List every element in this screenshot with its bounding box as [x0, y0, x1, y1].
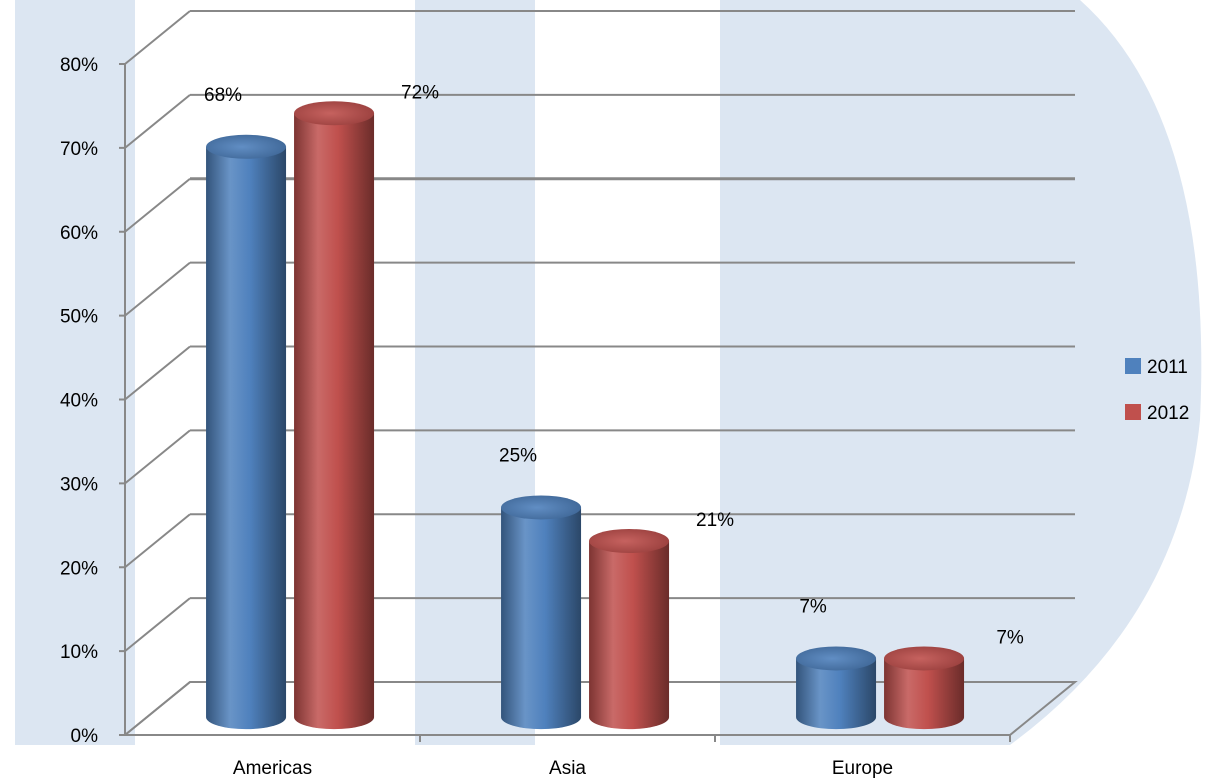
watermark-arc — [720, 0, 1202, 745]
x-axis-ticks: Americas Asia Europe — [233, 735, 1011, 779]
data-label: 7% — [996, 627, 1024, 648]
side-gridline — [124, 597, 191, 652]
bar-americas-2012 — [294, 101, 375, 730]
y-tick-label: 30% — [60, 474, 98, 495]
x-category-label: Europe — [832, 758, 893, 779]
x-category-label: Asia — [549, 758, 586, 779]
data-labels: 68% 72% 25% 21% 7% 7% — [204, 82, 1024, 648]
y-tick-label: 60% — [60, 223, 98, 244]
data-label: 21% — [696, 510, 734, 531]
side-gridline — [124, 177, 191, 233]
side-gridline — [124, 513, 191, 569]
legend: 2011 2012 — [1125, 357, 1189, 424]
bar-body — [796, 658, 877, 730]
data-label: 7% — [799, 596, 827, 617]
data-label: 72% — [401, 82, 439, 103]
bar-americas-2011 — [206, 134, 287, 730]
x-category-label: Americas — [233, 758, 312, 779]
bar-europe-2011 — [796, 646, 877, 730]
bars — [206, 101, 965, 730]
bar-asia-2011 — [501, 495, 582, 730]
bar-top — [589, 529, 670, 554]
bar-body — [884, 658, 965, 730]
bar-asia-2012 — [589, 529, 670, 730]
y-axis-ticks: 0% 10% 20% 30% 40% 50% 60% 70% 80% — [60, 55, 125, 747]
y-tick-label: 10% — [60, 642, 98, 663]
side-gridline — [124, 94, 191, 149]
side-gridline — [124, 681, 191, 736]
bar-top — [884, 646, 965, 671]
bar-body — [206, 146, 287, 730]
bar-top — [294, 101, 375, 126]
bar-top — [501, 495, 582, 520]
legend-label-2011: 2011 — [1147, 357, 1188, 378]
background-watermark — [15, 0, 1202, 745]
y-tick-label: 40% — [60, 391, 98, 412]
bar-body — [501, 507, 582, 730]
side-gridline — [124, 261, 191, 317]
y-tick-label: 20% — [60, 558, 98, 579]
data-label: 68% — [204, 85, 242, 106]
side-gridline — [124, 10, 191, 65]
y-tick-label: 70% — [60, 139, 98, 160]
bar-body — [589, 541, 670, 730]
y-tick-label: 80% — [60, 55, 98, 76]
legend-label-2012: 2012 — [1147, 403, 1189, 424]
side-gridline — [124, 429, 191, 485]
bar-body — [294, 113, 375, 730]
bar-top — [796, 646, 877, 671]
y-tick-label: 0% — [71, 726, 99, 747]
legend-swatch-2011 — [1125, 358, 1141, 374]
side-gridline — [124, 345, 191, 401]
bar-europe-2012 — [884, 646, 965, 730]
legend-swatch-2012 — [1125, 404, 1141, 420]
data-label: 25% — [499, 445, 537, 466]
bar-top — [206, 134, 287, 159]
y-tick-label: 50% — [60, 307, 98, 328]
watermark-bar-left — [15, 0, 135, 745]
